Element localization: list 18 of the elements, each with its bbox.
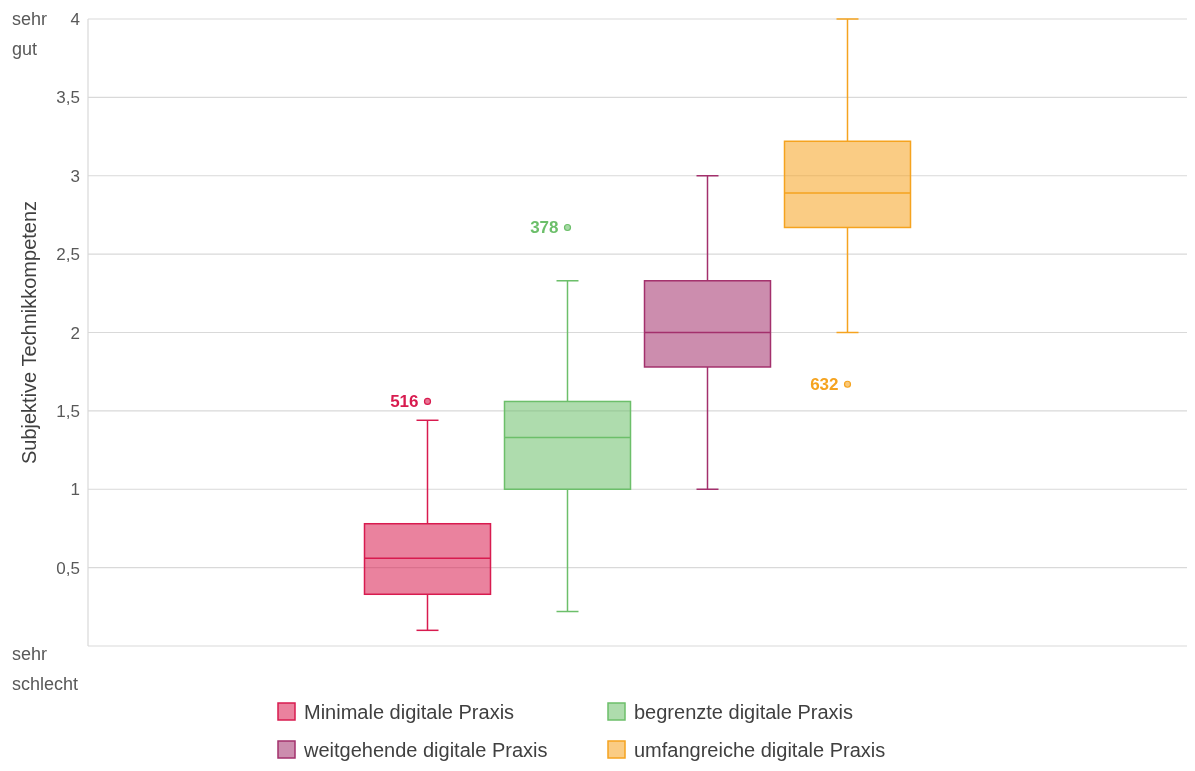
y-tick-label: 0,5 <box>56 558 80 578</box>
y-tick-label: 3,5 <box>56 88 80 108</box>
annotation: 516 <box>390 392 419 412</box>
text: sehr schlecht <box>12 644 79 694</box>
text: sehr gut <box>12 9 48 59</box>
y-axis-title: Subjektive Technikkompetenz <box>18 200 40 465</box>
y-tick-label: 2,5 <box>56 245 80 265</box>
legend-label: umfangreiche digitale Praxis <box>634 739 886 761</box>
y-tick-label: 2 <box>70 323 80 343</box>
annotation: 378 <box>530 218 559 238</box>
y-tick-label: 1 <box>70 480 80 500</box>
y-tick-label: 3 <box>70 166 80 186</box>
y-tick-label: 4 <box>70 10 80 29</box>
y-tick-label: 1,5 <box>56 401 80 421</box>
legend-label: weitgehende digitale Praxis <box>303 739 548 761</box>
annotation: 632 <box>810 375 839 395</box>
legend-label: begrenzte digitale Praxis <box>634 701 854 723</box>
legend-label: Minimale digitale Praxis <box>304 701 515 723</box>
